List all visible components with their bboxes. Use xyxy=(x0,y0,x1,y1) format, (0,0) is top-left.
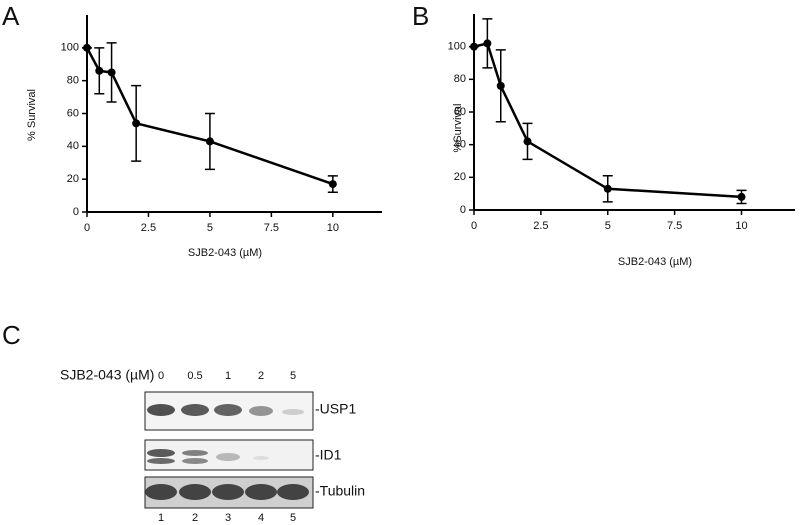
y-tick-label: 40 xyxy=(67,140,79,152)
x-tick-label: 2.5 xyxy=(141,222,156,234)
panel-label: A xyxy=(2,1,20,31)
dose-label: 5 xyxy=(290,370,296,382)
x-tick-label: 10 xyxy=(735,220,747,232)
y-tick-label: 80 xyxy=(67,75,79,87)
point xyxy=(328,180,337,189)
y-tick-label: 0 xyxy=(460,204,466,216)
point xyxy=(603,184,612,193)
y-tick-label: 0 xyxy=(73,206,79,218)
panel-label: C xyxy=(2,320,21,350)
point xyxy=(205,137,214,146)
band-label: -ID1 xyxy=(315,447,342,463)
y-tick-label: 80 xyxy=(454,73,466,85)
panel-label: B xyxy=(412,1,429,31)
x-tick-label: 0 xyxy=(84,222,90,234)
dose-label: 0 xyxy=(158,370,164,382)
blot: SJB2-043 (µM) -USP1 -ID1 -Tubulin xyxy=(60,367,365,509)
series-line xyxy=(473,41,742,199)
y-tick-label: 20 xyxy=(454,171,466,183)
point xyxy=(523,137,532,146)
lane-number: 2 xyxy=(192,512,198,524)
point xyxy=(496,81,505,90)
x-tick-label: 7.5 xyxy=(264,222,279,234)
point xyxy=(470,42,478,51)
treatment-label: SJB2-043 (µM) xyxy=(60,367,154,383)
dose-label: 2 xyxy=(258,370,264,382)
lane-number: 3 xyxy=(225,512,231,524)
x-tick-label: 5 xyxy=(207,222,213,234)
lane-number: 5 xyxy=(290,512,296,524)
x-tick-label: 0 xyxy=(471,220,477,232)
bands xyxy=(145,404,309,500)
y-tick-label: 20 xyxy=(67,173,79,185)
series-line xyxy=(85,47,334,186)
x-tick-label: 10 xyxy=(327,222,339,234)
point xyxy=(83,43,91,52)
y-tick-label: 100 xyxy=(448,41,466,53)
x-tick-label: 5 xyxy=(605,220,611,232)
y-tick-label: 60 xyxy=(67,107,79,119)
y-tick-label: 100 xyxy=(61,42,79,54)
dose-label: 1 xyxy=(225,370,231,382)
band-label: -Tubulin xyxy=(315,483,365,499)
y-tick-label: 40 xyxy=(454,139,466,151)
point xyxy=(737,192,746,201)
lane-number: 1 xyxy=(158,512,164,524)
x-axis-title: SJB2-043 (µM) xyxy=(618,256,692,268)
point xyxy=(483,39,492,48)
x-axis-title: SJB2-043 (µM) xyxy=(188,247,262,259)
lane-number: 4 xyxy=(258,512,264,524)
point xyxy=(132,119,141,128)
point xyxy=(95,66,104,75)
dose-label: 0.5 xyxy=(187,370,202,382)
x-tick-label: 2.5 xyxy=(533,220,548,232)
point xyxy=(107,68,116,77)
band-label: -USP1 xyxy=(315,401,356,417)
x-tick-label: 7.5 xyxy=(667,220,682,232)
y-axis-title: % Survival xyxy=(26,89,38,141)
y-axis-title: %Survival xyxy=(452,104,464,153)
y-tick-label: 60 xyxy=(454,106,466,118)
